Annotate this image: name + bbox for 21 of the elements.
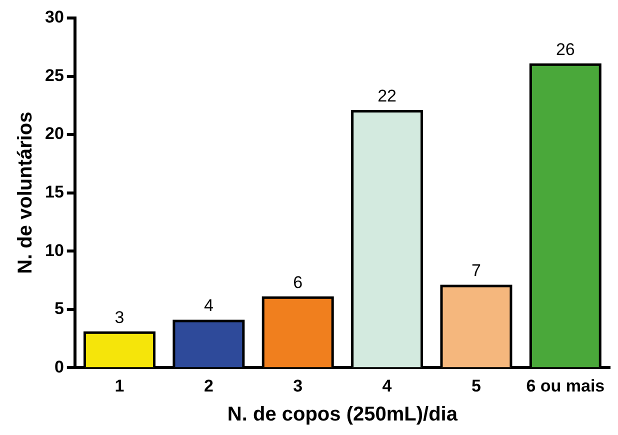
y-tick-label: 30 [44, 8, 64, 27]
y-axis-title: N. de voluntários [14, 112, 37, 274]
data-label: 7 [471, 261, 481, 280]
data-label: 4 [204, 296, 214, 316]
data-label: 22 [378, 86, 397, 106]
x-tick-label: 1 [114, 376, 124, 396]
y-tick-label: 5 [54, 299, 64, 318]
y-tick-label: 15 [44, 182, 64, 202]
y-tick-label: 10 [44, 240, 64, 260]
y-tick-label: 20 [44, 124, 64, 144]
data-label: 6 [293, 272, 303, 292]
x-tick-label: 3 [293, 376, 303, 396]
x-tick-label: 5 [471, 376, 481, 396]
y-tick-label: 0 [54, 357, 64, 376]
x-tick-label: 6 ou mais [526, 376, 605, 396]
data-label: 3 [114, 308, 124, 327]
x-tick-label: 4 [382, 376, 392, 396]
data-label: 26 [556, 40, 575, 59]
x-axis-title: N. de copos (250mL)/dia [227, 404, 458, 426]
x-tick-label: 2 [204, 376, 214, 396]
y-tick-label: 25 [44, 66, 64, 85]
